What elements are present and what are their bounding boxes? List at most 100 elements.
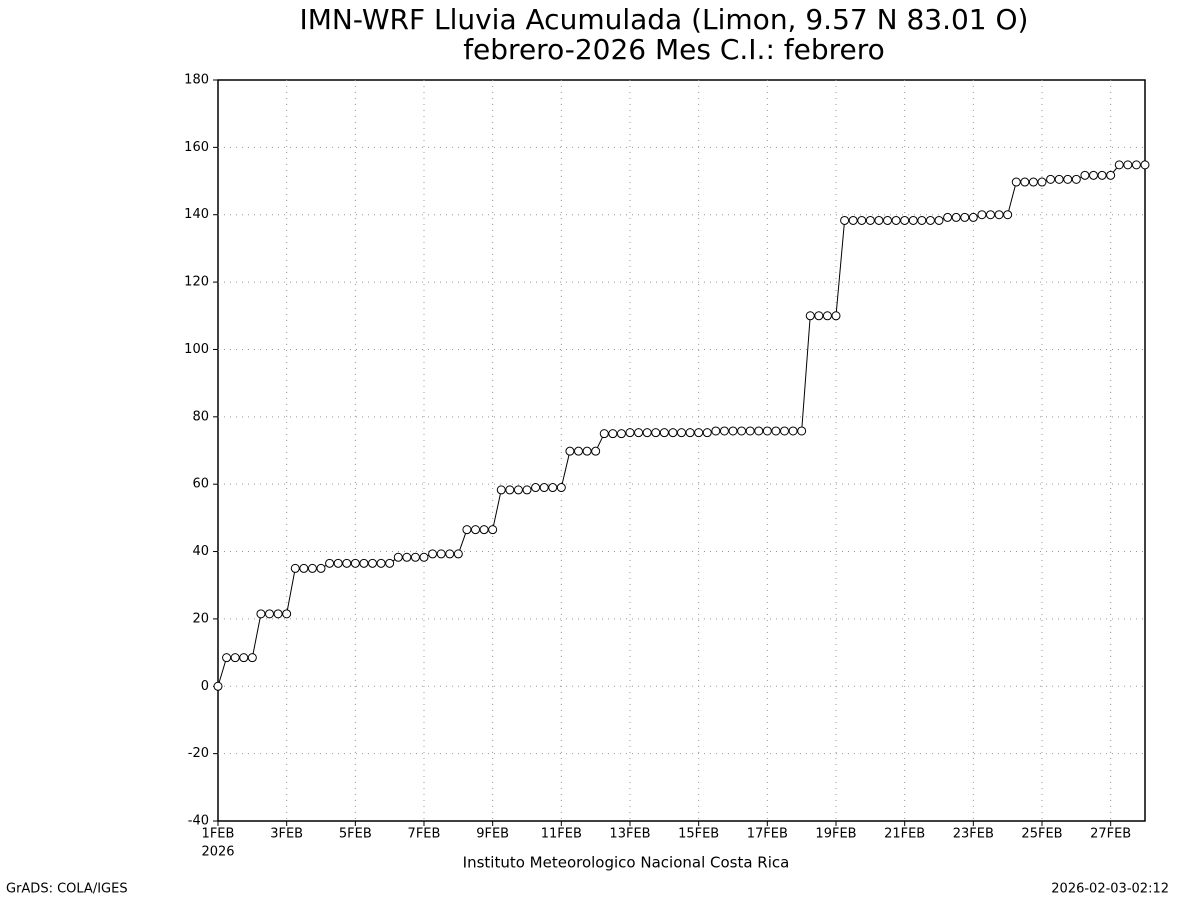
data-point: [419, 552, 429, 562]
data-point: [548, 483, 558, 493]
data-point: [368, 558, 377, 568]
y-tick-label: 0: [201, 679, 209, 694]
data-point: [350, 558, 360, 568]
data-point: [539, 483, 549, 493]
data-point: [436, 549, 446, 559]
data-point: [814, 311, 824, 321]
series-line: [217, 164, 1145, 687]
data-point: [840, 215, 850, 225]
chart-title: IMN-WRF Lluvia Acumulada (Limon, 9.57 N …: [300, 3, 1029, 36]
data-point: [917, 215, 927, 225]
data-point: [591, 446, 601, 456]
data-point: [634, 428, 644, 438]
data-point: [230, 653, 240, 663]
x-tick-label: 13FEB: [609, 827, 650, 842]
data-point: [222, 653, 232, 663]
data-point: [307, 563, 317, 573]
data-point: [565, 446, 575, 456]
data-point: [1037, 177, 1047, 187]
plot-frame: [217, 79, 1146, 822]
data-point: [462, 525, 472, 535]
x-tick-label: 9FEB: [476, 827, 509, 842]
data-point: [737, 426, 747, 436]
data-point: [968, 212, 978, 222]
data-point: [857, 215, 867, 225]
data-point: [402, 552, 412, 562]
data-point: [428, 549, 438, 559]
chart-subtitle: febrero-2026 Mes C.I.: febrero: [463, 33, 885, 66]
data-point: [522, 485, 532, 495]
data-point: [1046, 174, 1056, 184]
x-tick-label: 1FEB: [202, 827, 235, 842]
y-tick-label: 140: [184, 207, 209, 222]
data-point: [247, 653, 257, 663]
data-point: [900, 215, 910, 225]
data-point: [1028, 177, 1038, 187]
data-point: [385, 558, 395, 568]
data-point: [556, 483, 566, 493]
x-tick-label: 21FEB: [884, 827, 925, 842]
timestamp: 2026-02-03-02:12: [1051, 882, 1169, 897]
data-point: [994, 210, 1004, 220]
data-point: [599, 429, 609, 439]
data-point: [479, 525, 489, 535]
data-point: [831, 311, 841, 321]
x-tick-label: 3FEB: [270, 827, 303, 842]
data-point: [1140, 160, 1150, 170]
data-point: [668, 428, 678, 438]
data-point: [1123, 160, 1133, 170]
x-tick-label: 17FEB: [747, 827, 788, 842]
data-point: [299, 563, 309, 573]
data-point: [1020, 177, 1030, 187]
data-point: [822, 311, 832, 321]
data-point: [1089, 170, 1098, 180]
data-point: [333, 558, 343, 568]
data-point: [977, 210, 987, 220]
data-point: [677, 428, 686, 438]
data-point: [376, 558, 386, 568]
data-point: [848, 215, 858, 225]
data-point: [213, 681, 223, 691]
data-point: [711, 426, 721, 436]
data-point: [239, 653, 249, 663]
footer: Instituto Meteorologico Nacional Costa R…: [463, 854, 790, 872]
data-point: [1097, 170, 1107, 180]
y-tick-label: 80: [192, 409, 209, 424]
y-tick-label: 60: [192, 477, 209, 492]
x-tick-label: 23FEB: [953, 827, 994, 842]
data-point: [762, 426, 772, 436]
data-point: [865, 215, 875, 225]
data-point: [754, 426, 764, 436]
data-point: [1003, 210, 1013, 220]
y-tick-label: 40: [192, 544, 209, 559]
data-point: [608, 429, 618, 439]
y-tick-label: 120: [184, 275, 209, 290]
data-point: [1131, 160, 1141, 170]
data-point: [1071, 174, 1081, 184]
data-point: [488, 525, 498, 535]
x-tick-label: 15FEB: [678, 827, 719, 842]
data-point: [1106, 170, 1116, 180]
data-point: [582, 446, 592, 456]
data-point: [943, 212, 953, 222]
y-tick-label: -40: [188, 814, 209, 829]
data-point: [745, 426, 755, 436]
data-point: [265, 609, 274, 619]
x-tick-label: 5FEB: [339, 827, 372, 842]
data-point: [659, 428, 669, 438]
data-point: [1054, 174, 1064, 184]
data-point: [719, 426, 729, 436]
data-point: [986, 210, 995, 220]
data-point: [256, 609, 266, 619]
data-point: [934, 215, 944, 225]
y-tick-label: -20: [188, 746, 209, 761]
data-point: [694, 428, 704, 438]
data-point: [771, 426, 781, 436]
data-point: [805, 311, 815, 321]
data-point: [445, 549, 455, 559]
data-point: [393, 552, 403, 562]
data-point: [505, 485, 515, 495]
data-point: [496, 485, 506, 495]
